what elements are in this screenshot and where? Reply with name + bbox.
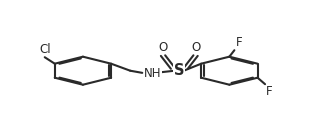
Text: F: F (266, 85, 273, 98)
Text: O: O (158, 41, 168, 54)
Text: F: F (236, 36, 242, 49)
Text: NH: NH (144, 67, 162, 80)
Text: Cl: Cl (39, 43, 50, 56)
Text: O: O (191, 41, 200, 54)
Text: S: S (174, 63, 184, 78)
